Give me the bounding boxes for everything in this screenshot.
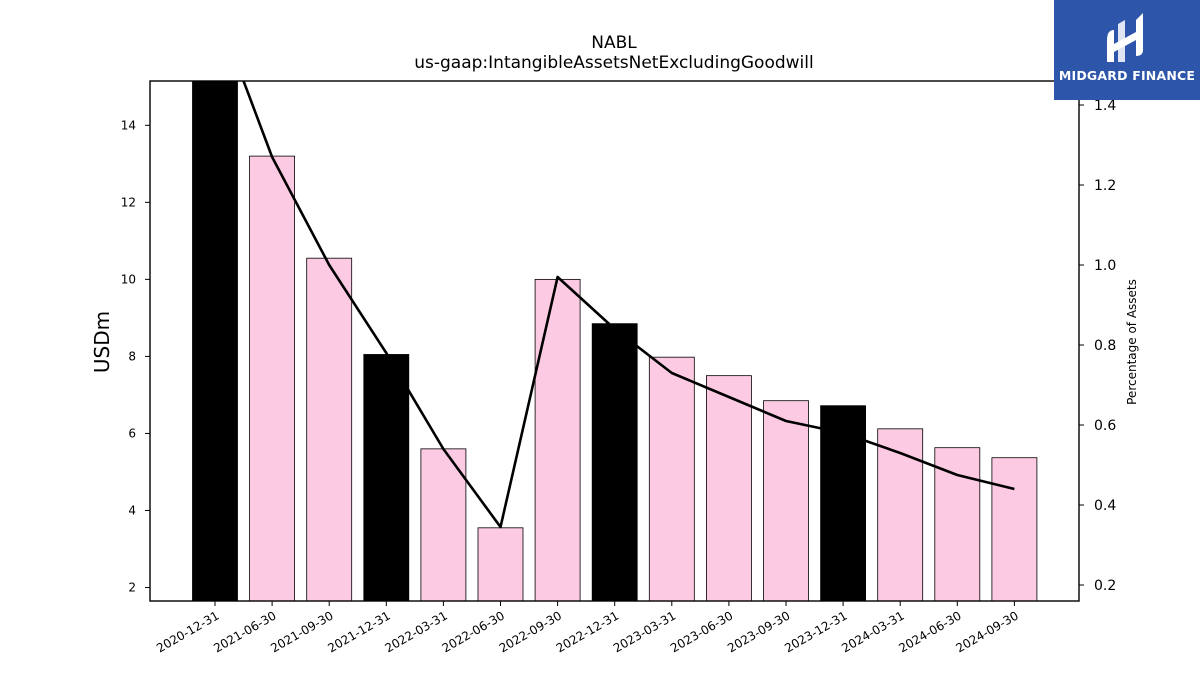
- y2-tick-label: 1.0: [1094, 258, 1116, 274]
- percentage-line: [242, 81, 1015, 529]
- y-axis-left: 2 4 6 8 10 12 14: [121, 118, 150, 595]
- line-group: [242, 81, 1015, 529]
- y-tick-label: 8: [128, 349, 136, 363]
- bar-2024-09-30: [991, 457, 1038, 601]
- x-tick-label: 2024-06-30: [896, 608, 963, 655]
- chart-title: NABL: [591, 33, 637, 53]
- bar-2020-12-31: [192, 81, 238, 601]
- x-tick-label: 2024-09-30: [953, 608, 1020, 655]
- x-tick-label: 2023-12-31: [782, 608, 849, 655]
- bar-2023-06-30: [706, 375, 752, 601]
- y2-tick-label: 0.2: [1094, 578, 1116, 594]
- x-tick-label: 2023-03-31: [611, 608, 678, 655]
- bar-2021-06-30: [249, 155, 296, 601]
- y2-tick-label: 0.6: [1094, 418, 1116, 434]
- y2-tick-label: 0.8: [1094, 338, 1116, 354]
- logo-text: MIDGARD FINANCE: [1058, 68, 1196, 83]
- y-tick-label: 12: [121, 195, 136, 209]
- x-tick-label: 2021-06-30: [211, 608, 278, 655]
- midgard-finance-logo: MIDGARD FINANCE: [1054, 0, 1200, 100]
- y-tick-label: 10: [121, 272, 136, 286]
- x-tick-label: 2021-12-31: [325, 608, 392, 655]
- x-tick-label: 2022-03-31: [382, 608, 449, 655]
- y-axis-label: USDm: [90, 311, 114, 373]
- y2-tick-label: 0.4: [1094, 498, 1116, 514]
- x-tick-label: 2023-06-30: [668, 608, 735, 655]
- y2-axis-label: Percentage of Assets: [1125, 279, 1139, 405]
- x-tick-label: 2021-09-30: [268, 608, 335, 655]
- bar-2024-03-31: [877, 428, 924, 601]
- bar-2023-12-31: [820, 405, 866, 601]
- bar-2022-03-31: [420, 448, 467, 601]
- y2-tick-label: 1.4: [1094, 98, 1116, 114]
- x-tick-label: 2024-03-31: [839, 608, 906, 655]
- bar-2024-06-30: [934, 447, 981, 601]
- bar-2021-09-30: [306, 257, 353, 601]
- chart-subtitle: us-gaap:IntangibleAssetsNetExcludingGood…: [414, 53, 813, 73]
- bar-2022-09-30: [534, 278, 581, 601]
- bar-2023-09-30: [763, 400, 809, 601]
- logo-mark-icon: [1107, 13, 1143, 62]
- x-tick-label: 2022-12-31: [554, 608, 621, 655]
- x-tick-label: 2022-06-30: [440, 608, 507, 655]
- y-tick-label: 4: [128, 503, 136, 517]
- x-axis: 2020-12-312021-06-302021-09-302021-12-31…: [154, 601, 1021, 655]
- y2-tick-label: 1.2: [1094, 178, 1116, 194]
- y-tick-label: 2: [128, 581, 136, 595]
- bar-2023-03-31: [648, 356, 695, 601]
- x-tick-label: 2023-09-30: [725, 608, 792, 655]
- bar-2021-12-31: [363, 354, 410, 601]
- bar-2022-06-30: [477, 527, 524, 601]
- x-tick-label: 2022-09-30: [497, 608, 564, 655]
- bar-2022-12-31: [591, 323, 638, 601]
- y-tick-label: 14: [121, 118, 136, 132]
- x-tick-label: 2020-12-31: [154, 608, 221, 655]
- y-axis-right: 0.2 0.4 0.6 0.8 1.0 1.2 1.4: [1079, 98, 1116, 594]
- bar-group: [192, 81, 1038, 601]
- y-tick-label: 6: [128, 426, 136, 440]
